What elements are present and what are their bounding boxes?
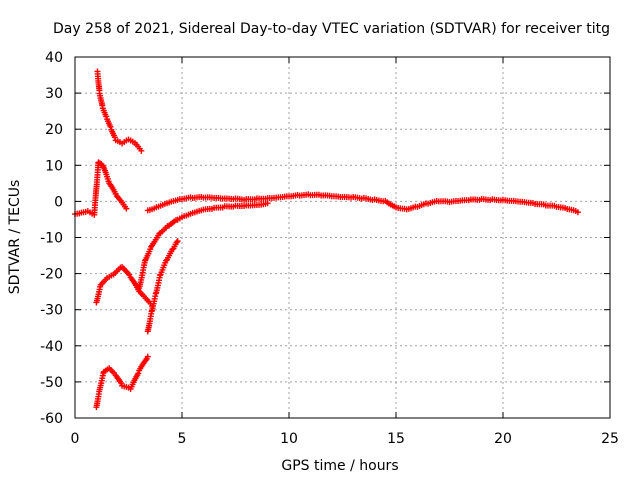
data-point [111,134,118,141]
series-lower-branch [136,200,271,292]
data-point [107,123,114,130]
x-tick-label: 5 [178,431,187,447]
data-point [144,353,151,360]
y-tick-label: -20 [40,267,63,283]
y-tick-label: 30 [45,86,63,102]
y-tick-label: 0 [54,194,63,210]
series-deep-branch [144,238,181,335]
x-tick-label: 25 [601,431,619,447]
series-main-trace [144,191,581,216]
data-point [574,209,581,216]
x-tick-label: 20 [494,431,512,447]
x-tick-label: 15 [387,431,405,447]
y-tick-label: 10 [45,158,63,174]
series-cluster-bottom-left [93,353,151,411]
axis-ticks: 0 5 10 15 20 25 -60 -50 -40 -30 -20 -10 0 10 20 30 40 [40,50,619,447]
y-tick-label: -50 [40,375,63,391]
data-point [123,205,130,212]
data-point [264,200,271,207]
y-tick-label: -30 [40,303,63,319]
y-tick-label: -10 [40,231,63,247]
series-cluster-mid-left [72,159,130,218]
data-point [173,239,180,246]
series-cluster-low-left [93,264,156,310]
x-tick-label: 0 [71,431,80,447]
x-tick-label: 10 [280,431,298,447]
data-point [174,238,181,245]
data-point [138,147,145,154]
y-axis-label: SDTVAR / TECUs [7,180,23,295]
y-tick-label: -40 [40,339,63,355]
data-point [118,379,125,386]
data-point [135,370,142,377]
y-tick-label: 20 [45,122,63,138]
chart-title: Day 258 of 2021, Sidereal Day-to-day VTE… [53,21,610,37]
y-tick-label: 40 [45,50,63,66]
series-upper-left [94,68,145,154]
y-tick-label: -60 [40,411,63,427]
data-points [72,68,581,411]
x-axis-label: GPS time / hours [281,458,398,474]
data-point [103,113,110,120]
data-point [149,303,156,310]
